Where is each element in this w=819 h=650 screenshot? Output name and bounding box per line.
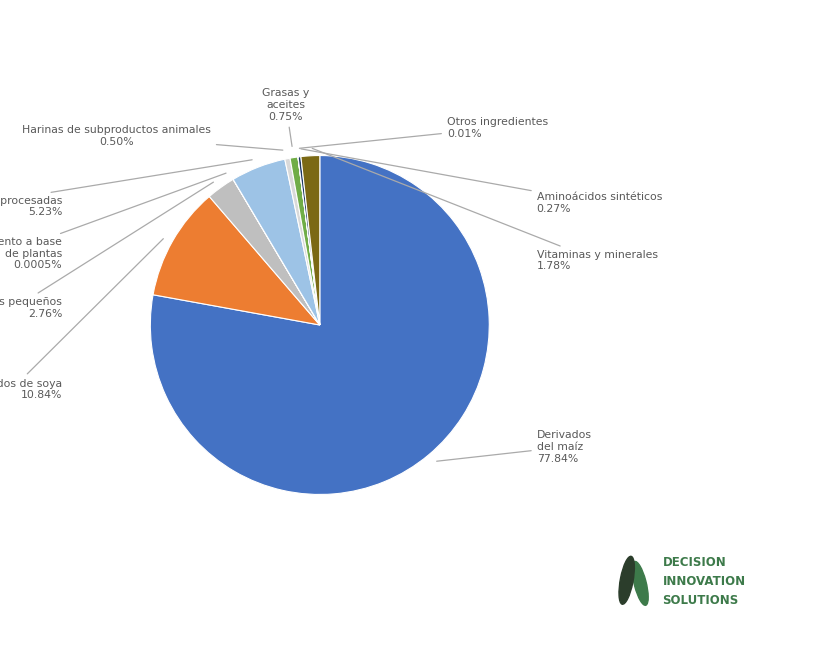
- Text: Otro alimento a base
de plantas
0.0005%: Otro alimento a base de plantas 0.0005%: [0, 173, 226, 270]
- Wedge shape: [297, 157, 319, 325]
- Text: Derivados
del maíz
77.84%: Derivados del maíz 77.84%: [437, 430, 591, 463]
- Text: Vitaminas y minerales
1.78%: Vitaminas y minerales 1.78%: [312, 148, 657, 272]
- Wedge shape: [233, 159, 319, 325]
- Text: Derivados de soya
10.84%: Derivados de soya 10.84%: [0, 239, 163, 400]
- Text: Coproductos de plantas procesadas
5.23%: Coproductos de plantas procesadas 5.23%: [0, 160, 251, 217]
- Wedge shape: [150, 155, 489, 495]
- Text: Granos pequeños
2.76%: Granos pequeños 2.76%: [0, 182, 213, 319]
- Wedge shape: [153, 196, 319, 325]
- Wedge shape: [301, 155, 319, 325]
- Text: Grasas y
aceites
0.75%: Grasas y aceites 0.75%: [262, 88, 309, 146]
- Wedge shape: [209, 179, 319, 325]
- Wedge shape: [284, 158, 319, 325]
- Text: Otros ingredientes
0.01%: Otros ingredientes 0.01%: [299, 117, 547, 148]
- Wedge shape: [297, 157, 319, 325]
- Ellipse shape: [618, 556, 634, 604]
- Text: Harinas de subproductos animales
0.50%: Harinas de subproductos animales 0.50%: [22, 125, 283, 150]
- Ellipse shape: [631, 562, 647, 605]
- Wedge shape: [233, 179, 319, 325]
- Text: Aminoácidos sintéticos
0.27%: Aminoácidos sintéticos 0.27%: [301, 149, 661, 214]
- Wedge shape: [290, 157, 319, 325]
- Text: DECISION
INNOVATION
SOLUTIONS: DECISION INNOVATION SOLUTIONS: [662, 556, 744, 607]
